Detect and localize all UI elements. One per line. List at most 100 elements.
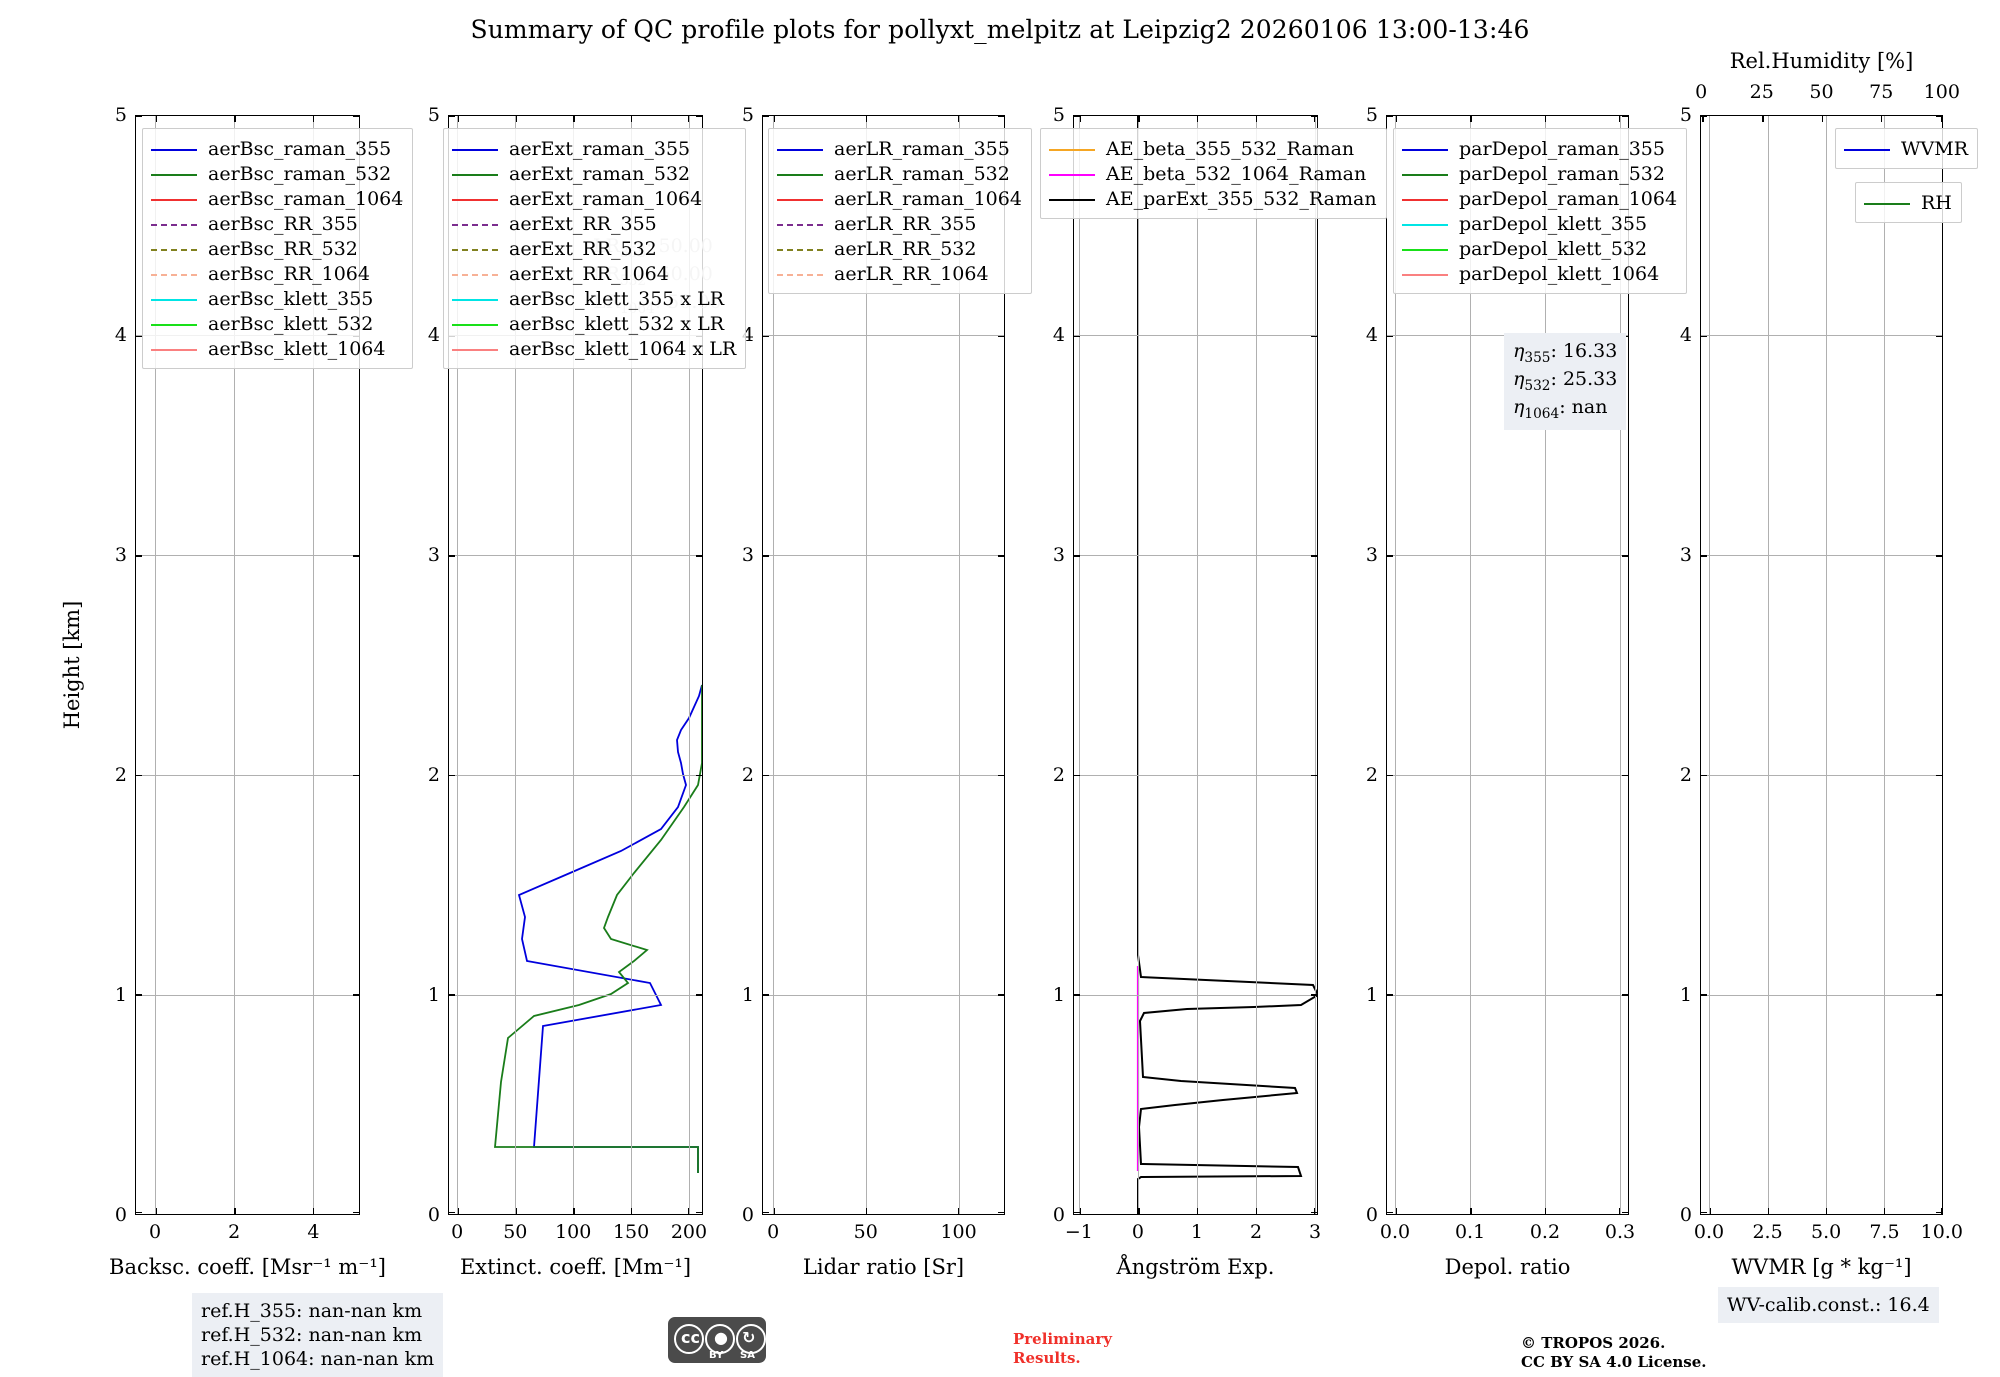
xtick-p4-2: 1 xyxy=(1190,1221,1204,1243)
legend-label: parDepol_raman_1064 xyxy=(1459,187,1678,210)
legend-lidar-ratio[interactable]: aerLR_raman_355 aerLR_raman_532 aerLR_ra… xyxy=(768,128,1032,294)
legend-line-icon xyxy=(452,342,498,355)
xtick-p5-2: 0.2 xyxy=(1529,1221,1561,1243)
top-xtick-p6-0: 0 xyxy=(1695,81,1708,103)
axes-wvmr xyxy=(1700,115,1943,1215)
y-axis-title: Height [km] xyxy=(60,600,84,730)
legend-item[interactable]: aerLR_RR_532 xyxy=(777,236,1022,261)
legend-label: aerLR_RR_355 xyxy=(834,212,977,235)
xtick-p5-0: 0.0 xyxy=(1379,1221,1411,1243)
xtick-p3-1: 50 xyxy=(853,1221,878,1243)
legend-rh[interactable]: RH xyxy=(1855,182,1962,223)
creative-commons-badge[interactable]: cc ● ↻ BY SA xyxy=(668,1317,766,1363)
legend-wvmr[interactable]: WVMR xyxy=(1835,128,1979,169)
legend-item[interactable]: aerLR_RR_355 xyxy=(777,211,1022,236)
top-xtick-p6-3: 75 xyxy=(1869,81,1894,103)
legend-item[interactable]: parDepol_klett_532 xyxy=(1402,236,1677,261)
legend-line-icon xyxy=(452,292,498,305)
cc-glyph-icon: cc xyxy=(681,1328,700,1347)
legend-item[interactable]: AE_beta_355_532_Raman xyxy=(1049,136,1377,161)
xtick-p2-3: 150 xyxy=(612,1221,650,1243)
xaxis-title-wvmr: WVMR [g * kg⁻¹] xyxy=(1731,1255,1912,1279)
ytick-4: 4 xyxy=(114,324,127,346)
xaxis-title-backscatter: Backsc. coeff. [Msr⁻¹ m⁻¹] xyxy=(109,1255,386,1279)
ytick-5: 5 xyxy=(114,104,127,126)
legend-item[interactable]: aerLR_raman_1064 xyxy=(777,186,1022,211)
legend-extinction[interactable]: aerExt_raman_355 aerExt_raman_532 aerExt… xyxy=(443,128,747,369)
legend-angstrom[interactable]: AE_beta_355_532_Raman AE_beta_532_1064_R… xyxy=(1040,128,1387,219)
ytick-p3-2: 2 xyxy=(741,764,754,786)
ytick-2: 2 xyxy=(114,764,127,786)
legend-item[interactable]: RH xyxy=(1864,190,1952,215)
legend-line-icon xyxy=(151,292,197,305)
legend-item[interactable]: aerExt_RR_532 xyxy=(452,236,736,261)
legend-backscatter[interactable]: aerBsc_raman_355 aerBsc_raman_532 aerBsc… xyxy=(142,128,414,369)
ytick-p3-5: 5 xyxy=(741,104,754,126)
legend-item[interactable]: aerBsc_raman_355 xyxy=(151,136,403,161)
legend-item[interactable]: parDepol_raman_1064 xyxy=(1402,186,1677,211)
legend-label: aerBsc_RR_355 xyxy=(208,212,358,235)
legend-item[interactable]: AE_parExt_355_532_Raman xyxy=(1049,186,1377,211)
legend-item[interactable]: aerBsc_RR_355 xyxy=(151,211,403,236)
legend-item[interactable]: aerBsc_raman_532 xyxy=(151,161,403,186)
ytick-p2-0: 0 xyxy=(427,1204,440,1226)
legend-item[interactable]: aerLR_raman_355 xyxy=(777,136,1022,161)
xtick-p1-1: 2 xyxy=(228,1221,241,1243)
ytick-p6-3: 3 xyxy=(1679,544,1692,566)
legend-label: aerBsc_klett_355 xyxy=(208,287,374,310)
legend-item[interactable]: parDepol_klett_355 xyxy=(1402,211,1677,236)
legend-label: aerLR_raman_355 xyxy=(834,137,1010,160)
ytick-p3-1: 1 xyxy=(741,984,754,1006)
legend-item[interactable]: aerExt_raman_532 xyxy=(452,161,736,186)
legend-item[interactable]: aerBsc_klett_355 xyxy=(151,286,403,311)
legend-item[interactable]: aerBsc_klett_532 x LR xyxy=(452,311,736,336)
legend-line-icon xyxy=(777,192,823,205)
legend-label: aerBsc_klett_1064 xyxy=(208,337,386,360)
legend-item[interactable]: aerBsc_RR_532 xyxy=(151,236,403,261)
panel-wvmr: 5 4 3 2 1 0 0.0 2.5 5.0 7.5 10.0 WVMR [g… xyxy=(1680,49,1963,1279)
legend-item[interactable]: parDepol_raman_355 xyxy=(1402,136,1677,161)
ref-h-355: ref.H_355: nan-nan km xyxy=(201,1300,423,1322)
legend-item[interactable]: aerExt_raman_355 xyxy=(452,136,736,161)
legend-line-icon xyxy=(1402,242,1448,255)
legend-line-icon xyxy=(1049,192,1095,205)
legend-item[interactable]: aerExt_RR_355 xyxy=(452,211,736,236)
legend-item[interactable]: aerBsc_RR_1064 xyxy=(151,261,403,286)
legend-line-icon xyxy=(777,267,823,280)
legend-label: AE_beta_355_532_Raman xyxy=(1106,137,1355,160)
xtick-p1-2: 4 xyxy=(307,1221,320,1243)
ytick-p4-3: 3 xyxy=(1052,544,1065,566)
ytick-1: 1 xyxy=(114,984,127,1006)
legend-item[interactable]: aerExt_raman_1064 xyxy=(452,186,736,211)
legend-line-icon xyxy=(151,192,197,205)
legend-item[interactable]: aerLR_RR_1064 xyxy=(777,261,1022,286)
legend-item[interactable]: aerBsc_klett_532 xyxy=(151,311,403,336)
cc-sa-circle-icon xyxy=(736,1324,766,1354)
ytick-p2-1: 1 xyxy=(427,984,440,1006)
cc-sa-arrow-icon: ↻ xyxy=(742,1328,756,1347)
legend-item[interactable]: aerBsc_raman_1064 xyxy=(151,186,403,211)
legend-item[interactable]: parDepol_raman_532 xyxy=(1402,161,1677,186)
ytick-p6-4: 4 xyxy=(1679,324,1692,346)
legend-line-icon xyxy=(151,142,197,155)
cc-circle-icon xyxy=(674,1324,704,1354)
legend-item[interactable]: aerExt_RR_1064 xyxy=(452,261,736,286)
legend-label: aerBsc_klett_1064 x LR xyxy=(509,337,737,360)
legend-item[interactable]: AE_beta_532_1064_Raman xyxy=(1049,161,1377,186)
legend-item[interactable]: aerBsc_klett_1064 x LR xyxy=(452,336,736,361)
legend-line-icon xyxy=(452,242,498,255)
ytick-p5-5: 5 xyxy=(1365,104,1378,126)
cc-by-circle-icon xyxy=(705,1324,735,1354)
legend-item[interactable]: aerBsc_klett_355 x LR xyxy=(452,286,736,311)
legend-item[interactable]: aerLR_raman_532 xyxy=(777,161,1022,186)
legend-item[interactable]: parDepol_klett_1064 xyxy=(1402,261,1677,286)
legend-line-icon xyxy=(777,242,823,255)
legend-depol-ratio[interactable]: parDepol_raman_355 parDepol_raman_532 pa… xyxy=(1393,128,1688,294)
legend-item[interactable]: aerBsc_klett_1064 xyxy=(151,336,403,361)
legend-line-icon xyxy=(452,317,498,330)
legend-line-icon xyxy=(1402,267,1448,280)
legend-line-icon xyxy=(452,167,498,180)
ytick-p4-1: 1 xyxy=(1052,984,1065,1006)
legend-label: aerBsc_RR_532 xyxy=(208,237,358,260)
legend-item[interactable]: WVMR xyxy=(1844,136,1968,161)
